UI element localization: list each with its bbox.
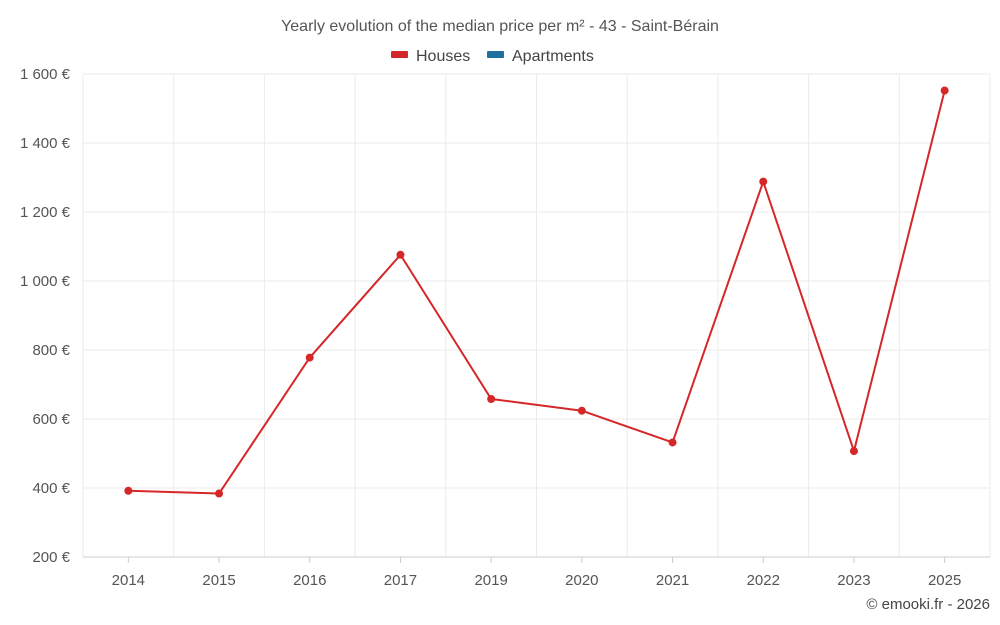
data-point[interactable] [577, 406, 586, 415]
y-tick-label: 800 € [32, 342, 70, 359]
x-tick-label: 2025 [928, 572, 961, 589]
legend-swatch-houses [391, 51, 408, 58]
legend-item-houses[interactable]: Houses [391, 48, 470, 65]
y-tick-label: 1 400 € [20, 135, 71, 152]
data-point[interactable] [487, 394, 496, 403]
x-tick-label: 2014 [112, 572, 145, 589]
y-tick-label: 400 € [32, 480, 70, 497]
credit-text: © emooki.fr - 2026 [866, 596, 990, 613]
legend-swatch-apartments [487, 51, 504, 58]
data-point[interactable] [396, 250, 405, 259]
y-axis: 200 € 400 € 600 € 800 € 1 000 € 1 200 € 1 400 … [20, 66, 71, 566]
y-tick-label: 1 000 € [20, 273, 71, 290]
data-point[interactable] [759, 177, 768, 186]
legend-item-apartments[interactable]: Apartments [487, 48, 594, 65]
y-tick-label: 1 600 € [20, 66, 71, 83]
x-tick-label: 2021 [656, 572, 689, 589]
plot-area [124, 86, 949, 498]
data-point[interactable] [668, 438, 677, 447]
x-tick-label: 2022 [747, 572, 780, 589]
chart-title: Yearly evolution of the median price per… [281, 18, 719, 35]
data-point[interactable] [940, 86, 949, 95]
x-axis: 2014 2015 2016 2017 2019 2020 2021 2022 2023 2025 [83, 556, 990, 589]
y-tick-label: 600 € [32, 411, 70, 428]
legend: Houses Apartments [391, 48, 594, 65]
grid [82, 73, 991, 557]
data-point[interactable] [305, 353, 314, 362]
x-tick-label: 2020 [565, 572, 598, 589]
data-point[interactable] [849, 447, 858, 456]
legend-label-apartments: Apartments [512, 48, 594, 65]
data-point[interactable] [215, 489, 224, 498]
x-tick-label: 2016 [293, 572, 326, 589]
data-point[interactable] [124, 486, 133, 495]
x-tick-label: 2015 [202, 572, 235, 589]
x-tick-label: 2019 [474, 572, 507, 589]
legend-label-houses: Houses [416, 48, 470, 65]
x-tick-label: 2017 [384, 572, 417, 589]
x-tick-label: 2023 [837, 572, 870, 589]
y-tick-label: 200 € [32, 549, 70, 566]
y-tick-label: 1 200 € [20, 204, 71, 221]
series-line-houses [128, 90, 946, 495]
